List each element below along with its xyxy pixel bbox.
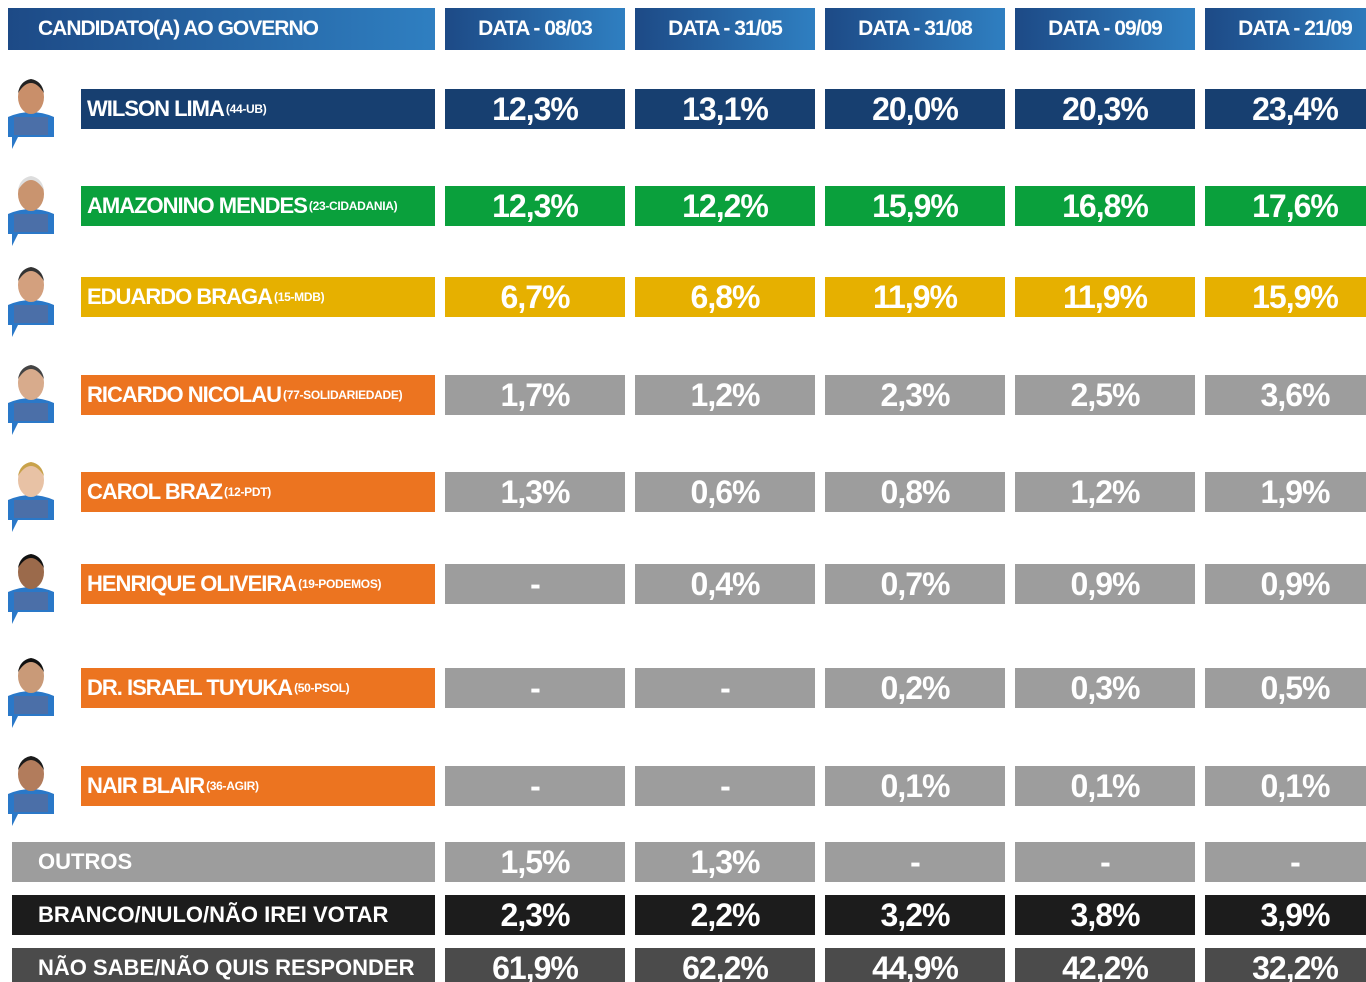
date-header: DATA - 31/05 <box>635 8 815 50</box>
portrait <box>8 462 54 532</box>
value-cell: 0,1% <box>825 766 1005 806</box>
value-cell: 1,9% <box>1205 472 1366 512</box>
candidate-name: HENRIQUE OLIVEIRA (19-PODEMOS) <box>81 564 435 604</box>
party: (15-MDB) <box>274 290 325 304</box>
name: AMAZONINO MENDES <box>87 193 308 218</box>
value-cell: 0,8% <box>825 472 1005 512</box>
value-cell: 17,6% <box>1205 186 1366 226</box>
name: WILSON LIMA <box>87 96 225 121</box>
value-cell: - <box>445 668 625 708</box>
date-header: DATA - 09/09 <box>1015 8 1195 50</box>
value-cell: 0,6% <box>635 472 815 512</box>
value-cell: 0,2% <box>825 668 1005 708</box>
candidate-name: RICARDO NICOLAU (77-SOLIDARIEDADE) <box>81 375 435 415</box>
candidate-name: NAIR BLAIR (36-AGIR) <box>81 766 435 806</box>
portrait <box>8 267 54 337</box>
value-cell: 32,2% <box>1205 948 1366 982</box>
party: (12-PDT) <box>224 485 271 499</box>
value-cell: 0,3% <box>1015 668 1195 708</box>
name: CAROL BRAZ <box>87 479 223 504</box>
value-cell: 2,2% <box>635 895 815 935</box>
value-cell: 1,5% <box>445 842 625 882</box>
value-cell: 1,2% <box>1015 472 1195 512</box>
value-cell: 15,9% <box>1205 277 1366 317</box>
value-cell: - <box>1015 842 1195 882</box>
portrait <box>8 756 54 826</box>
value-cell: 6,8% <box>635 277 815 317</box>
value-cell: 13,1% <box>635 89 815 129</box>
value-cell: 0,1% <box>1205 766 1366 806</box>
summary-label: OUTROS <box>12 842 435 882</box>
summary-label: BRANCO/NULO/NÃO IREI VOTAR <box>12 895 435 935</box>
value-cell: - <box>635 766 815 806</box>
party: (36-AGIR) <box>206 779 259 793</box>
candidate-name: AMAZONINO MENDES (23-CIDADANIA) <box>81 186 435 226</box>
value-cell: 12,3% <box>445 186 625 226</box>
value-cell: 3,9% <box>1205 895 1366 935</box>
value-cell: 0,7% <box>825 564 1005 604</box>
name: DR. ISRAEL TUYUKA <box>87 675 293 700</box>
value-cell: 20,0% <box>825 89 1005 129</box>
candidate-name: DR. ISRAEL TUYUKA (50-PSOL) <box>81 668 435 708</box>
value-cell: 12,2% <box>635 186 815 226</box>
name: HENRIQUE OLIVEIRA <box>87 571 297 596</box>
name: RICARDO NICOLAU <box>87 382 282 407</box>
party: (44-UB) <box>225 102 267 116</box>
value-cell: 6,7% <box>445 277 625 317</box>
candidate-name: EDUARDO BRAGA (15-MDB) <box>81 277 435 317</box>
value-cell: 23,4% <box>1205 89 1366 129</box>
value-cell: 0,9% <box>1015 564 1195 604</box>
value-cell: - <box>445 766 625 806</box>
party: (50-PSOL) <box>294 681 350 695</box>
value-cell: 0,9% <box>1205 564 1366 604</box>
date-header: DATA - 08/03 <box>445 8 625 50</box>
value-cell: 0,1% <box>1015 766 1195 806</box>
value-cell: - <box>1205 842 1366 882</box>
value-cell: 15,9% <box>825 186 1005 226</box>
value-cell: - <box>445 564 625 604</box>
summary-label: NÃO SABE/NÃO QUIS RESPONDER <box>12 948 435 982</box>
value-cell: 61,9% <box>445 948 625 982</box>
candidate-name: WILSON LIMA (44-UB) <box>81 89 435 129</box>
value-cell: 42,2% <box>1015 948 1195 982</box>
portrait <box>8 658 54 728</box>
value-cell: 2,5% <box>1015 375 1195 415</box>
value-cell: - <box>825 842 1005 882</box>
value-cell: 11,9% <box>825 277 1005 317</box>
portrait <box>8 79 54 149</box>
name: NAIR BLAIR <box>87 773 205 798</box>
candidate-name: CAROL BRAZ (12-PDT) <box>81 472 435 512</box>
value-cell: 12,3% <box>445 89 625 129</box>
value-cell: 62,2% <box>635 948 815 982</box>
party: (77-SOLIDARIEDADE) <box>283 388 403 402</box>
value-cell: 44,9% <box>825 948 1005 982</box>
name: EDUARDO BRAGA <box>87 284 273 309</box>
value-cell: 3,6% <box>1205 375 1366 415</box>
value-cell: 2,3% <box>445 895 625 935</box>
party: (19-PODEMOS) <box>298 577 382 591</box>
date-header: DATA - 31/08 <box>825 8 1005 50</box>
value-cell: 11,9% <box>1015 277 1195 317</box>
value-cell: 1,3% <box>445 472 625 512</box>
value-cell: 3,8% <box>1015 895 1195 935</box>
value-cell: 0,5% <box>1205 668 1366 708</box>
portrait <box>8 365 54 435</box>
value-cell: 20,3% <box>1015 89 1195 129</box>
value-cell: 0,4% <box>635 564 815 604</box>
value-cell: 3,2% <box>825 895 1005 935</box>
value-cell: 16,8% <box>1015 186 1195 226</box>
value-cell: 1,2% <box>635 375 815 415</box>
date-header: DATA - 21/09 <box>1205 8 1366 50</box>
header-label: CANDIDATO(A) AO GOVERNO <box>8 8 435 50</box>
portrait <box>8 176 54 246</box>
value-cell: - <box>635 668 815 708</box>
value-cell: 2,3% <box>825 375 1005 415</box>
value-cell: 1,7% <box>445 375 625 415</box>
value-cell: 1,3% <box>635 842 815 882</box>
party: (23-CIDADANIA) <box>308 199 398 213</box>
portrait <box>8 554 54 624</box>
